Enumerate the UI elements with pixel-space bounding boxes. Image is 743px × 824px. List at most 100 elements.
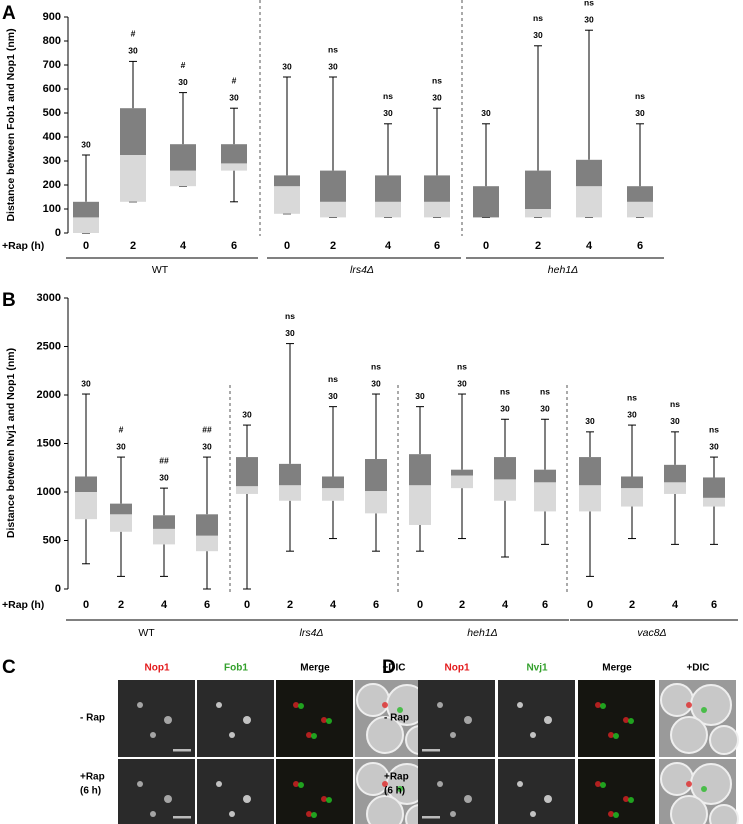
box-upper [525,170,551,209]
n-label: 30 [481,108,491,118]
box-lower [525,209,551,218]
image-background [118,759,195,824]
box-lower [236,486,258,494]
signal [544,795,552,803]
significance-label: # [131,29,136,39]
significance-label: ## [202,424,212,434]
significance-label: # [181,60,186,70]
column-header: Nop1 [145,663,170,674]
x-tick-label: 0 [244,599,250,611]
signal [595,702,601,708]
group-label: heh1Δ [467,627,497,639]
y-tick-label: 3000 [37,292,61,304]
x-tick-label: 0 [83,599,89,611]
x-tick-label: 6 [231,240,237,252]
n-label: 30 [229,92,239,102]
signal [701,786,707,792]
signal [306,811,312,817]
column-header: Fob1 [224,663,248,674]
box-lower [664,482,686,494]
box-lower [110,514,132,532]
n-label: 30 [285,328,295,338]
n-label: 30 [159,472,169,482]
box-lower [73,217,99,233]
signal [613,812,619,818]
signal [298,703,304,709]
significance-label: ns [670,399,680,409]
n-label: 30 [533,30,543,40]
signal [628,797,634,803]
x-tick-label: 2 [629,599,635,611]
x-tick-label: 6 [373,599,379,611]
image-background [118,680,195,757]
signal [293,702,299,708]
signal [164,716,172,724]
signal [293,781,299,787]
group-label: WT [152,264,169,276]
box-lower [274,186,300,214]
signal [530,732,536,738]
n-label: 30 [202,441,212,451]
box-lower [279,485,301,501]
micrograph [659,680,739,757]
signal [595,781,601,787]
image-background [276,680,353,757]
box-upper [375,175,401,202]
box-lower [365,491,387,514]
signal [229,811,235,817]
box-upper [153,515,175,529]
signal [450,732,456,738]
signal [137,702,143,708]
box-upper [627,186,653,202]
column-header: +DIC [382,663,405,674]
significance-label: ns [533,13,543,23]
signal [311,812,317,818]
signal [464,716,472,724]
micrograph [418,680,495,757]
cell [660,683,694,717]
box-lower [153,528,175,545]
signal [686,781,692,787]
significance-label: # [232,75,237,85]
box-upper [110,503,132,515]
signal [623,717,629,723]
signal [311,733,317,739]
micrograph [418,759,495,824]
box-lower [576,186,602,218]
group-label: lrs4Δ [350,264,374,276]
n-label: 30 [178,77,188,87]
signal [326,797,332,803]
significance-label: ns [457,361,467,371]
y-tick-label: 700 [43,59,61,71]
signal [164,795,172,803]
box-upper [424,175,450,202]
y-tick-label: 300 [43,155,61,167]
box-lower [409,485,431,525]
significance-label: ns [500,387,510,397]
box-lower [451,475,473,489]
signal [517,781,523,787]
column-header: +DIC [686,663,709,674]
column-header: Nop1 [445,663,470,674]
y-axis-label: Distance between Nvj1 and Nop1 (nm) [5,348,17,538]
x-tick-label: 2 [287,599,293,611]
y-tick-label: 500 [43,107,61,119]
signal [437,781,443,787]
cell [356,683,390,717]
box-lower [170,170,196,187]
box-lower [322,488,344,501]
scale-bar [422,749,440,752]
panel-label: B [2,290,16,311]
box-lower [221,163,247,171]
image-background [418,680,495,757]
group-label: lrs4Δ [300,627,324,639]
y-tick-label: 2000 [37,389,61,401]
box-upper [120,108,146,155]
micrograph [276,680,353,757]
group-label: WT [138,627,155,639]
n-label: 30 [328,61,338,71]
n-label: 30 [709,441,719,451]
signal [544,716,552,724]
signal [628,718,634,724]
